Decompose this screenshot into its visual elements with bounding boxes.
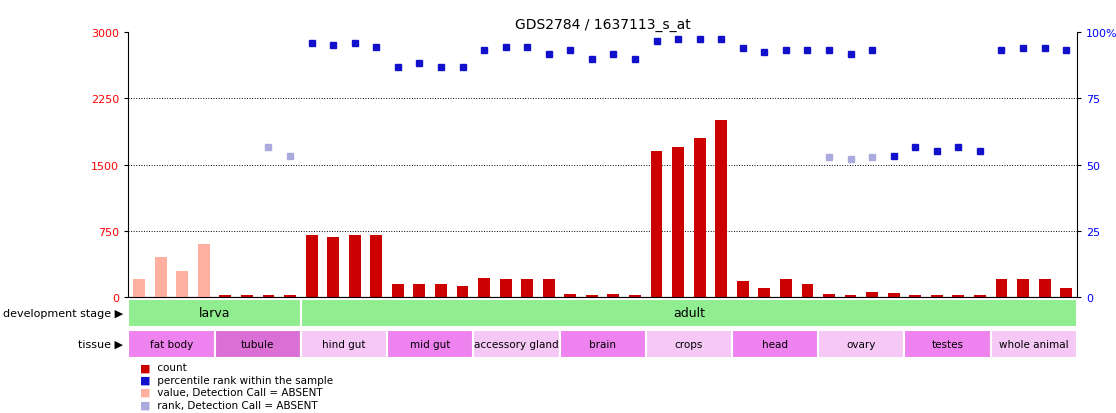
Bar [133,295,145,297]
Bar [732,330,818,358]
Bar [1017,280,1029,297]
Bar [198,244,210,297]
Text: hind gut: hind gut [323,339,366,349]
Text: ■: ■ [140,399,150,410]
Bar [991,330,1077,358]
Bar [413,284,425,297]
Text: larva: larva [199,306,230,319]
Bar [559,330,646,358]
Bar [952,295,964,297]
Bar [646,330,732,358]
Bar [176,271,189,297]
Text: mid gut: mid gut [410,339,451,349]
Bar [435,284,446,297]
Bar [306,236,318,297]
Text: head: head [762,339,788,349]
Text: count: count [154,362,186,373]
Text: fat body: fat body [150,339,193,349]
Bar [1039,280,1050,297]
Text: rank, Detection Call = ABSENT: rank, Detection Call = ABSENT [154,399,318,410]
Bar [818,330,904,358]
Bar [262,295,275,297]
Bar [478,278,490,297]
Text: value, Detection Call = ABSENT: value, Detection Call = ABSENT [154,387,323,397]
Bar [500,280,511,297]
Bar [133,280,145,297]
Bar [866,292,878,297]
Bar [176,295,189,297]
Bar [565,295,576,297]
Bar [715,121,728,297]
Text: tubule: tubule [241,339,275,349]
Bar [651,152,663,297]
Title: GDS2784 / 1637113_s_at: GDS2784 / 1637113_s_at [514,18,691,32]
Text: development stage ▶: development stage ▶ [2,308,123,318]
Text: ■: ■ [140,375,150,385]
Bar [521,280,533,297]
Bar [586,295,598,297]
Bar [155,295,166,297]
Bar [759,289,770,297]
Bar [327,237,339,297]
Bar [214,330,301,358]
Bar [285,295,296,297]
Bar [1060,289,1072,297]
Text: ■: ■ [140,362,150,373]
Text: percentile rank within the sample: percentile rank within the sample [154,375,334,385]
Bar [349,236,360,297]
Bar [542,280,555,297]
Bar [301,330,387,358]
Bar [780,280,792,297]
Bar [198,295,210,297]
Bar [737,282,749,297]
Bar [974,295,985,297]
Bar [371,236,382,297]
Bar [387,330,473,358]
Text: ovary: ovary [847,339,876,349]
Bar [904,330,991,358]
Bar [694,139,705,297]
Text: brain: brain [589,339,616,349]
Bar [607,295,619,297]
Bar [801,284,814,297]
Bar [128,299,301,327]
Bar [456,286,469,297]
Bar [845,295,856,297]
Bar [128,330,214,358]
Text: ■: ■ [140,387,150,397]
Bar [473,330,559,358]
Bar [155,258,166,297]
Text: adult: adult [673,306,705,319]
Bar [301,299,1077,327]
Bar [672,147,684,297]
Bar [931,295,943,297]
Text: crops: crops [675,339,703,349]
Text: whole animal: whole animal [999,339,1069,349]
Text: tissue ▶: tissue ▶ [78,339,123,349]
Bar [241,295,253,297]
Bar [629,295,641,297]
Bar [995,280,1008,297]
Text: testes: testes [932,339,963,349]
Text: accessory gland: accessory gland [474,339,559,349]
Bar [392,284,404,297]
Bar [887,293,899,297]
Bar [220,295,231,297]
Bar [824,295,835,297]
Bar [910,295,921,297]
